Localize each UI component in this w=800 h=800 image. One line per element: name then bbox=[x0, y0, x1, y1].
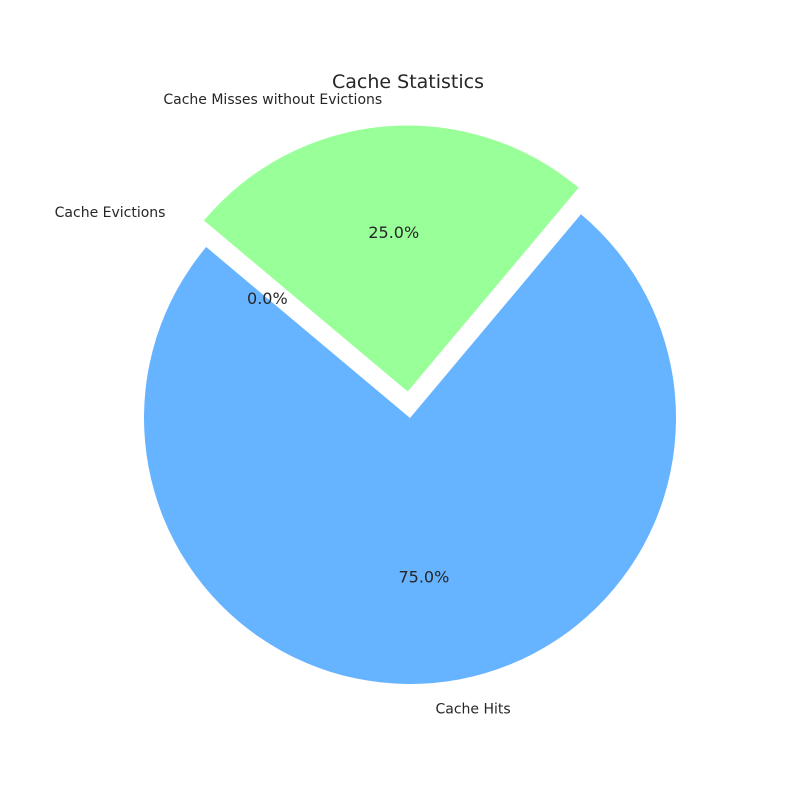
pie-labels: Cache Hits 75.0% Cache Misses without Evic… bbox=[55, 92, 511, 717]
pie-slice bbox=[144, 214, 676, 684]
slice-label: Cache Misses without Evictions bbox=[163, 92, 382, 108]
chart-title: Cache Statistics bbox=[332, 71, 484, 93]
percent-label: 0.0% bbox=[247, 289, 288, 308]
slice-label: Cache Evictions bbox=[55, 205, 166, 221]
slice-label: Cache Hits bbox=[436, 701, 511, 717]
pie-slices bbox=[144, 125, 676, 684]
percent-label: 25.0% bbox=[368, 223, 419, 242]
pie-slice bbox=[203, 125, 579, 392]
percent-label: 75.0% bbox=[398, 567, 449, 586]
